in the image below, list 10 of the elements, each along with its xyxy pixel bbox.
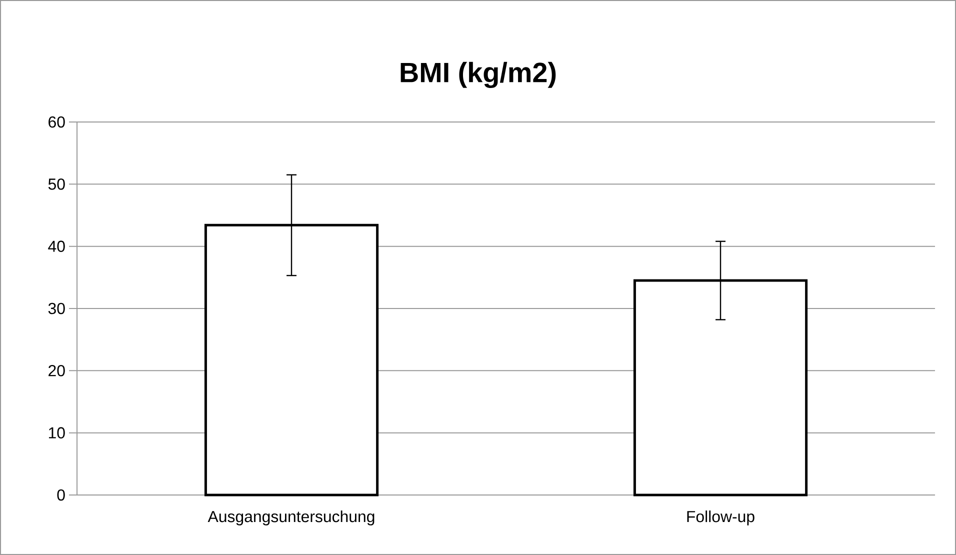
chart-title: BMI (kg/m2): [400, 62, 556, 88]
y-tick-label: 50: [48, 178, 65, 190]
x-tick-label: Follow-up: [687, 510, 754, 526]
x-tick-label: Ausgangsuntersuchung: [208, 510, 374, 526]
y-tick-label: 20: [48, 365, 65, 376]
y-tick-label: 60: [48, 116, 65, 128]
y-tick-label: 30: [48, 302, 65, 314]
y-tick-label: 10: [48, 427, 65, 438]
y-tick-label: 0: [57, 489, 65, 501]
y-tick-label: 40: [48, 240, 65, 252]
